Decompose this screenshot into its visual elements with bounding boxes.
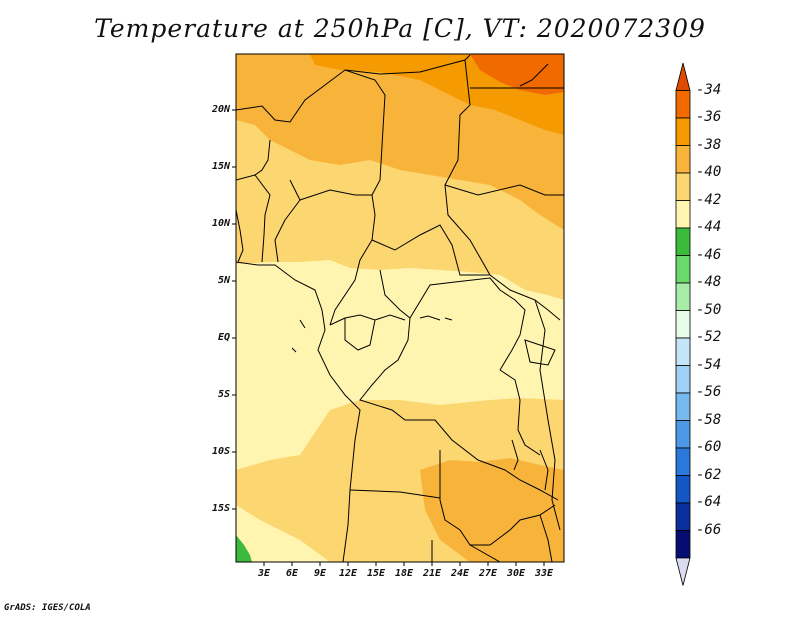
colorbar-swatch xyxy=(675,227,691,256)
colorbar-swatch xyxy=(675,200,691,229)
colorbar-label: -34 xyxy=(696,81,722,98)
lat-label: 20N xyxy=(211,104,230,115)
lat-label: 5S xyxy=(217,389,230,400)
colorbar-swatch xyxy=(675,90,691,119)
colorbar-label: -38 xyxy=(696,136,722,153)
colorbar-label: -52 xyxy=(696,329,722,345)
colorbar-label: -64 xyxy=(696,494,722,510)
colorbar-label: -54 xyxy=(696,356,722,373)
lon-label: 6E xyxy=(285,568,299,579)
lon-label: 18E xyxy=(394,568,414,579)
lat-label: 15N xyxy=(211,161,230,172)
lat-label: 5N xyxy=(217,275,230,286)
lon-label: 24E xyxy=(450,568,470,579)
lon-label: 15E xyxy=(366,568,386,579)
colorbar-swatch xyxy=(675,172,691,201)
colorbar-swatch xyxy=(675,502,691,531)
lon-label: 12E xyxy=(338,568,358,579)
band-34 xyxy=(470,54,564,95)
temperature-field xyxy=(236,54,564,562)
lon-label: 27E xyxy=(478,568,498,579)
lon-label: 3E xyxy=(257,568,271,579)
colorbar-swatch xyxy=(675,117,691,146)
colorbar-swatch xyxy=(675,475,691,504)
lon-label: 30E xyxy=(506,568,526,579)
colorbar-label: -66 xyxy=(696,521,722,538)
colorbar-swatch xyxy=(675,392,691,421)
colorbar-label: -46 xyxy=(696,246,722,263)
lat-label: 15S xyxy=(211,503,230,514)
colorbar-swatch xyxy=(675,337,691,366)
lat-label: EQ xyxy=(217,332,230,343)
colorbar-label: -56 xyxy=(696,384,722,400)
band-44 xyxy=(236,535,252,562)
colorbar-swatch xyxy=(675,365,691,394)
lat-label: 10S xyxy=(211,446,230,457)
map-frame xyxy=(235,53,565,563)
colorbar-label: -58 xyxy=(696,411,722,428)
colorbar-swatch xyxy=(675,282,691,311)
colorbar-label: -50 xyxy=(696,301,722,318)
colorbar-label: -62 xyxy=(696,466,722,483)
colorbar-swatch xyxy=(675,145,691,174)
colorbar xyxy=(675,62,691,586)
colorbar-swatch xyxy=(675,530,691,559)
lon-label: 9E xyxy=(313,568,327,579)
colorbar-label: -60 xyxy=(696,439,722,455)
colorbar-swatch xyxy=(675,420,691,449)
colorbar-label: -44 xyxy=(696,219,722,235)
colorbar-label: -48 xyxy=(696,274,722,290)
colorbar-bottom-arrow xyxy=(675,557,691,586)
lon-ticks xyxy=(263,562,545,566)
grads-credit: GrADS: IGES/COLA xyxy=(4,603,91,613)
colorbar-swatch xyxy=(675,447,691,476)
lat-label: 10N xyxy=(211,218,230,229)
colorbar-label: -42 xyxy=(696,191,722,208)
colorbar-label: -40 xyxy=(696,164,722,180)
colorbar-top-arrow xyxy=(675,62,691,91)
colorbar-label: -36 xyxy=(696,109,722,125)
colorbar-swatch xyxy=(675,255,691,284)
map-title: Temperature at 250hPa [C], VT: 202007230… xyxy=(94,14,706,43)
lat-ticks xyxy=(232,109,236,510)
country-borders xyxy=(236,54,564,562)
lon-label: 21E xyxy=(422,568,442,579)
lon-label: 33E xyxy=(534,568,554,579)
colorbar-swatch xyxy=(675,310,691,339)
